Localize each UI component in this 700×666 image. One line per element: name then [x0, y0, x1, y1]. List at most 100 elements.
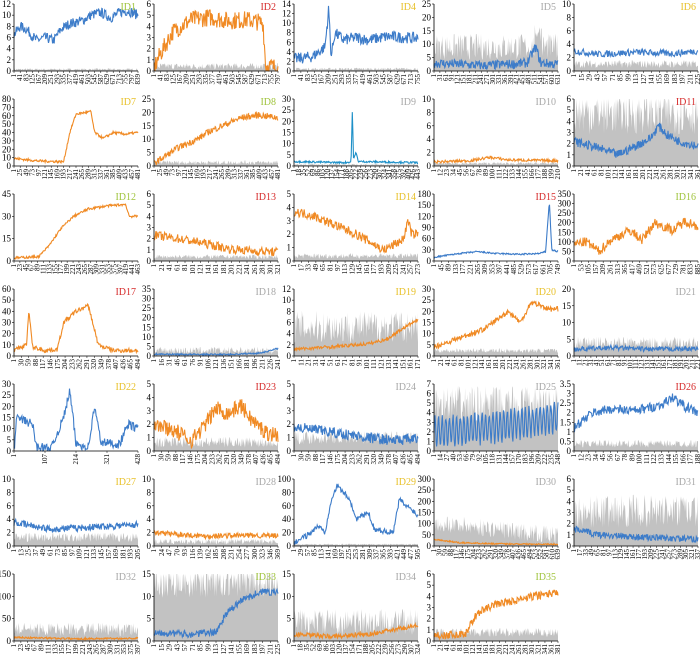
- x-tick-label: 211: [266, 644, 274, 655]
- x-tick-label: 67: [469, 169, 477, 177]
- x-tick-label: 49: [162, 169, 170, 177]
- gray-band: [154, 254, 278, 261]
- x-tick-label: 85: [617, 74, 625, 82]
- x-tick-label: 141: [324, 549, 332, 560]
- x-tick-label: 377: [352, 74, 360, 85]
- series-line: [153, 529, 279, 541]
- gray-band: [574, 99, 698, 166]
- x-tick-label: 83: [22, 74, 30, 82]
- x-tick-label: 409: [404, 169, 412, 180]
- x-tick-label: 713: [115, 73, 123, 84]
- x-tick-label: 529: [518, 264, 526, 275]
- x-tick-label: 241: [212, 169, 220, 180]
- y-tick-label: 200: [418, 496, 432, 506]
- x-tick-label: 494: [526, 549, 534, 560]
- x-tick-label: 92: [476, 454, 484, 462]
- x-tick-label: 71: [189, 644, 197, 652]
- x-tick-label: 125: [311, 74, 319, 85]
- x-tick-label: 17: [297, 264, 305, 272]
- x-tick-label: 671: [109, 74, 117, 85]
- x-tick-label: 146: [326, 454, 334, 465]
- gray-band: [14, 622, 138, 641]
- x-tick-label: 265: [78, 169, 86, 180]
- x-tick-label: 729: [672, 264, 680, 275]
- gray-band: [574, 336, 698, 356]
- y-tick-label: 4: [7, 514, 12, 524]
- x-tick-label: 21: [581, 359, 589, 367]
- x-tick-label: 181: [671, 359, 679, 370]
- series-line: [573, 47, 699, 58]
- y-tick-label: 10: [142, 591, 152, 601]
- x-tick-label: 181: [220, 264, 228, 275]
- y-tick-label: 2: [147, 419, 152, 429]
- x-tick-label: 331: [495, 74, 503, 85]
- y-tick-label: 20: [2, 401, 12, 411]
- x-tick-label: 349: [378, 454, 386, 465]
- y-tick-label: 5: [287, 150, 292, 160]
- x-tick-label: 45: [24, 644, 32, 652]
- x-tick-label: 117: [453, 549, 461, 560]
- x-tick-label: 199: [72, 644, 80, 655]
- x-tick-label: 121: [469, 644, 477, 655]
- x-tick-label: 15: [578, 74, 586, 82]
- y-tick-label: 15: [282, 569, 292, 579]
- axis-frame: [153, 99, 278, 167]
- x-tick-label: 161: [625, 169, 633, 180]
- x-tick-label: 755: [414, 74, 422, 85]
- gray-band: [294, 310, 418, 356]
- panel-id18: 0 5 10 15 20 25 30 35 1 16 31 46 61 76 91 106 121 136 151 1…: [140, 284, 282, 380]
- series-line: [573, 343, 699, 353]
- x-tick-label: 587: [386, 74, 394, 85]
- x-tick-label: 177: [635, 549, 643, 560]
- x-tick-label: 1: [570, 74, 578, 78]
- x-tick-label: 167: [35, 74, 43, 85]
- x-tick-label: 341: [541, 644, 549, 655]
- x-tick-label: 41: [166, 264, 174, 272]
- y-tick-label: 0: [7, 66, 12, 76]
- x-tick-label: 76: [189, 359, 197, 367]
- x-tick-label: 12: [437, 169, 445, 177]
- panel-id31: 0 1 2 3 4 5 6 1 17 33 49 65 81 97 113 129 145 161 177 193 20…: [560, 474, 700, 570]
- x-tick-label: 155: [58, 644, 66, 655]
- x-tick-label: 301: [533, 359, 541, 370]
- y-tick-label: 0: [567, 446, 572, 456]
- y-tick-label: 50: [2, 614, 12, 624]
- x-tick-label: 121: [638, 359, 646, 370]
- x-tick-label: 185: [212, 549, 220, 560]
- x-tick-label: 145: [356, 264, 364, 275]
- x-tick-label: 73: [169, 169, 177, 177]
- x-tick-label: 241: [653, 169, 661, 180]
- panel-label: ID35: [535, 572, 556, 583]
- x-tick-label: 81: [598, 169, 606, 177]
- x-tick-label: 125: [29, 74, 37, 85]
- x-tick-label: 251: [331, 74, 339, 85]
- x-tick-label: 221: [79, 644, 87, 655]
- x-tick-label: 81: [600, 549, 608, 557]
- y-tick-label: 10: [562, 0, 572, 9]
- gray-band: [434, 628, 558, 641]
- x-tick-label: 217: [66, 169, 74, 180]
- x-tick-label: 335: [202, 74, 210, 85]
- y-tick-label: 5: [147, 200, 152, 210]
- x-tick-label: 361: [103, 169, 111, 180]
- y-tick-label: 1.5: [560, 417, 572, 427]
- x-tick-label: 129: [348, 264, 356, 275]
- y-tick-label: 2.5: [560, 398, 572, 408]
- x-tick-label: 451: [519, 74, 527, 85]
- x-tick-label: 161: [212, 264, 220, 275]
- x-tick-label: 43: [593, 74, 601, 82]
- x-tick-label: 1: [290, 644, 298, 648]
- series-line: [433, 204, 559, 259]
- x-tick-label: 145: [98, 549, 106, 560]
- x-tick-label: 188: [342, 169, 350, 180]
- x-tick-label: 545: [235, 74, 243, 85]
- x-tick-label: 217: [206, 169, 214, 180]
- x-tick-label: 1: [430, 644, 438, 648]
- x-tick-label: 145: [187, 169, 195, 180]
- x-tick-label: 21: [437, 359, 445, 367]
- x-tick-label: 397: [134, 644, 142, 655]
- x-tick-label: 204: [341, 454, 349, 465]
